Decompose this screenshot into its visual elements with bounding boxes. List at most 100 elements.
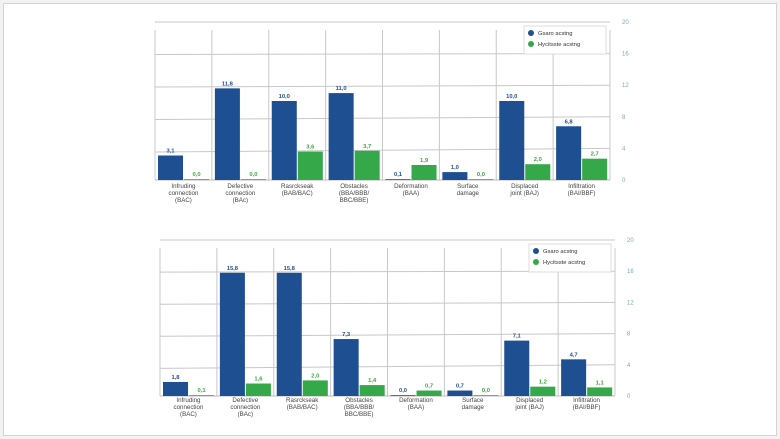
legend-box [523,25,607,55]
data-label: 0,1 [394,172,403,178]
legend-marker [528,30,534,36]
x-tick-label: (BAc) [238,411,253,418]
x-tick-label: BBC/BBE) [340,197,369,204]
legend-label: Gsaro acstng [543,249,577,255]
data-label: 0,0 [193,172,201,178]
legend-marker [533,248,539,254]
bar-green [184,179,210,180]
x-tick-label: Surface [462,397,484,404]
bar-blue [385,179,411,180]
y-tick-label: 20 [627,238,634,244]
data-label: 1,8 [171,375,180,381]
bar-green [189,395,215,396]
bar-green [302,380,328,396]
data-label: 0,7 [425,384,433,390]
x-tick-label: (BAc) [233,197,248,204]
x-tick-label: Rasrckseak [286,397,319,404]
y-tick-label: 16 [627,269,634,275]
x-tick-label: Obstacles [340,183,368,190]
bar-blue [271,101,297,180]
legend-label: Hycitsste acstng [543,260,585,266]
x-tick-label: connection [173,404,203,411]
data-label: 7,1 [513,334,522,340]
x-tick-label: Rasrckseak [281,183,314,190]
x-tick-label: Surface [457,183,479,190]
y-tick-label: 8 [627,332,631,338]
bar-green [416,390,442,396]
bar-green [530,386,556,396]
x-tick-label: Defective [227,183,253,190]
bar-green [525,164,551,180]
x-tick-label: (BBA/BBB/ [339,190,370,197]
bar-blue [328,93,354,180]
x-tick-label: (BAB/BAC) [287,404,318,411]
bar-blue [219,272,245,396]
x-tick-label: (BAC) [180,411,197,418]
data-label: 0,1 [198,388,207,394]
data-label: 15,8 [284,266,296,272]
y-tick-label: 4 [622,146,626,152]
data-label: 2,0 [534,157,542,163]
bar-blue [276,272,302,396]
x-tick-label: Displaced [511,183,539,190]
x-tick-label: Obstacles [345,397,373,404]
x-tick-label: (BAC) [175,197,192,204]
data-label: 1,1 [596,380,605,386]
bar-green [473,395,499,396]
y-tick-label: 20 [622,20,629,26]
bar-blue [390,395,416,396]
bar-green [411,164,437,180]
x-tick-label: Infiltration [573,397,600,404]
data-label: 11,8 [222,81,234,87]
y-tick-label: 8 [622,115,626,121]
y-tick-label: 0 [627,394,631,400]
y-tick-label: 0 [622,178,626,184]
chart-2: 0 4 8 12 16 20 1,8 15,8 15,8 7,3 0,0 0,7 7,1 4,7 0,1 1,… [159,238,634,418]
data-label: 3,6 [306,145,315,151]
data-label: 2,0 [311,373,319,379]
bar-blue [442,172,468,180]
data-label: 10,0 [506,94,517,100]
x-tick-label: connection [168,190,198,197]
x-tick-label: Displaced [516,397,544,404]
data-label: 0,7 [456,384,464,390]
data-label: 0,0 [249,172,257,178]
legend-marker [533,259,539,265]
figure-frame [3,3,777,436]
bar-green [582,158,608,180]
bar-blue [333,339,359,396]
data-label: 10,0 [279,94,290,100]
bar-blue [561,359,587,396]
bar-green [468,179,494,180]
data-label: 15,8 [227,266,239,272]
legend-label: Gsaro acstng [538,31,572,37]
bar-green [354,150,380,180]
data-label: 1,0 [451,165,459,171]
bar-blue [499,101,525,180]
y-tick-label: 4 [627,363,631,369]
legend-marker [528,41,534,47]
data-label: 1,4 [368,378,377,384]
data-label: 0,0 [399,388,407,394]
bar-blue [158,155,184,180]
y-tick-label: 12 [622,83,629,89]
x-tick-label: Deformation [394,183,428,190]
data-label: 1,2 [539,380,547,386]
x-tick-label: joint (BAJ) [514,404,544,411]
y-tick-label: 12 [627,300,634,306]
x-tick-label: Infruding [176,397,201,404]
data-label: 2,7 [591,152,599,158]
x-tick-label: (BAA) [408,404,425,411]
x-tick-label: Deformation [399,397,433,404]
data-label: 3,1 [166,149,175,155]
data-label: 0,0 [477,172,485,178]
y-tick-label: 16 [622,52,629,58]
x-tick-label: Infruding [171,183,196,190]
bar-blue [214,88,240,180]
x-tick-label: connection [230,404,260,411]
legend-box [528,243,612,273]
x-tick-label: Defective [232,397,258,404]
bar-blue [447,390,473,396]
x-tick-label: connection [225,190,255,197]
x-tick-label: (BAI/BBF) [568,190,596,197]
